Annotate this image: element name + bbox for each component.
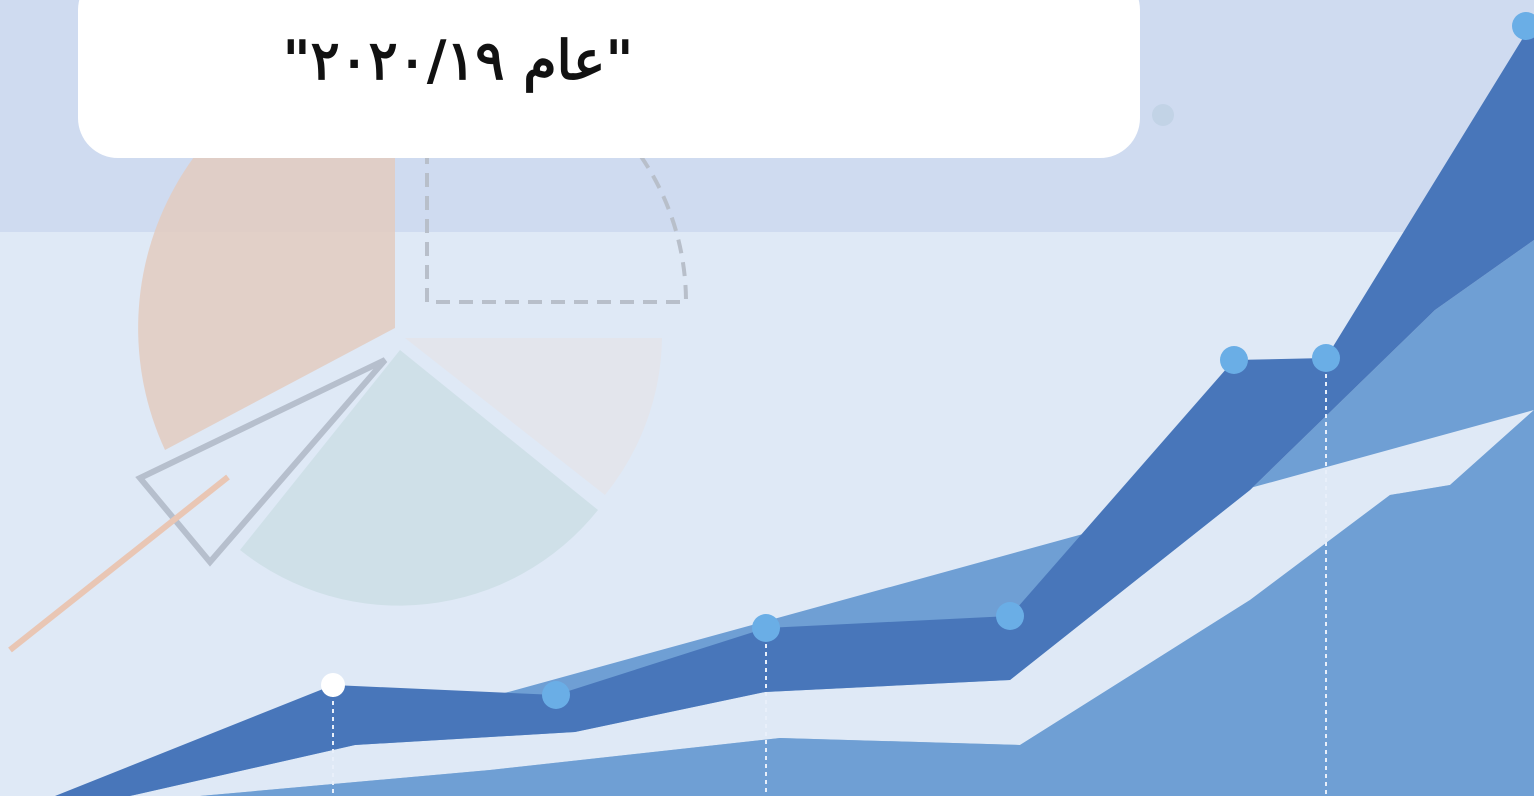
card	[78, 0, 1140, 158]
area	[130, 240, 1534, 796]
pen-line	[8, 474, 230, 653]
drop-lines	[332, 358, 1327, 796]
pie-slice	[240, 350, 598, 606]
pie-slice	[405, 338, 662, 495]
dot	[1152, 104, 1174, 126]
points	[321, 12, 1534, 709]
area	[55, 20, 1534, 796]
caption: "عام ٢٠٢٠/١٩"	[282, 28, 634, 92]
